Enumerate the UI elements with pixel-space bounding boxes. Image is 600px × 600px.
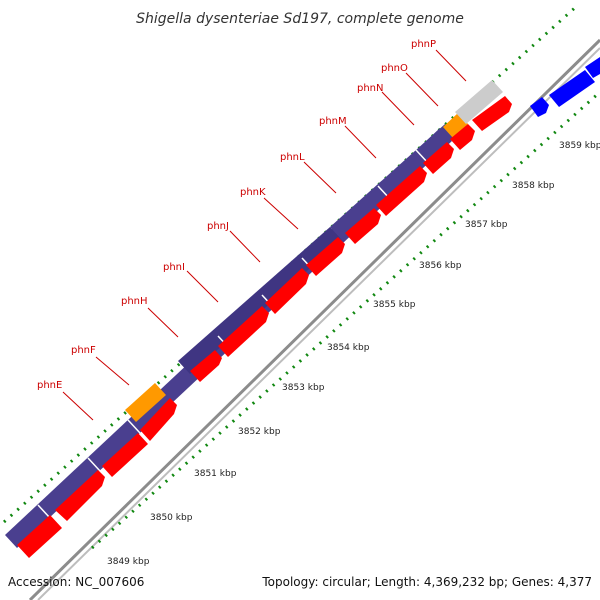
leader-line [435,49,467,82]
gene-label-phnN[interactable]: phnN [357,83,415,126]
kbp-tick-label: 3853 kbp [282,383,325,393]
backbone-line-inner [37,47,600,600]
kbp-tick-label: 3851 kbp [194,469,237,479]
gene-labels: phnE phnF phnH phnI phnJ phnK phnL phnM [37,39,467,421]
gene-label-text[interactable]: phnM [319,116,347,127]
cds-arrow [345,208,381,244]
cds-arrow [218,306,269,357]
gene-label-phnH[interactable]: phnH [121,296,179,338]
grey-feature [455,80,503,124]
cds-arrow [265,268,309,314]
blue-feature [549,70,595,107]
cds-arrow [306,237,345,276]
gene-label-text[interactable]: phnH [121,296,148,307]
gene-label-phnF[interactable]: phnF [71,345,130,386]
kbp-tick-label: 3850 kbp [150,513,193,523]
kbp-tick-label: 3856 kbp [419,261,462,271]
accession-text: Accession: NC_007606 [8,575,144,589]
gene-label-text[interactable]: phnN [357,83,384,94]
cds-arrow [190,350,222,382]
gene-label-phnI[interactable]: phnI [163,262,219,303]
kbp-labels: 3849 kbp 3850 kbp 3851 kbp 3852 kbp 3853… [107,141,600,567]
kbp-tick-label: 3857 kbp [465,220,508,230]
gene-label-text[interactable]: phnE [37,380,62,391]
backbone-line-outer [28,38,600,600]
gene-label-phnP[interactable]: phnP [411,39,467,82]
gene-label-phnJ[interactable]: phnJ [207,221,261,263]
cds-arrow [17,515,62,558]
leader-line [263,197,299,230]
leader-line [405,72,439,107]
operon-feature-c [330,124,455,240]
gene-label-phnL[interactable]: phnL [280,152,337,194]
leader-line [62,391,94,421]
kbp-tick-label: 3855 kbp [373,300,416,310]
gene-label-text[interactable]: phnI [163,262,185,273]
gene-label-phnE[interactable]: phnE [37,380,94,421]
topology-text: Topology: circular; Length: 4,369,232 bp… [261,575,592,589]
gene-label-phnM[interactable]: phnM [319,116,377,159]
blue-feature [585,57,600,78]
ticks-inner [90,90,600,550]
gene-label-text[interactable]: phnJ [207,221,229,232]
gene-label-phnK[interactable]: phnK [240,187,299,230]
gene-label-text[interactable]: phnL [280,152,305,163]
cds-arrow [55,470,105,521]
cds-arrow [472,96,512,131]
leader-line [147,307,179,338]
map-title: Shigella dysenteriae Sd197, complete gen… [136,11,464,27]
forward-cds-track [17,96,512,558]
kbp-tick-label: 3854 kbp [327,343,370,353]
genome-backbone [28,38,600,600]
cds-arrow [102,433,148,477]
cds-arrow [140,398,177,441]
leader-line [229,230,261,263]
leader-line [344,125,377,159]
gene-label-text[interactable]: phnO [381,63,408,74]
kbp-tick-label: 3859 kbp [559,141,600,151]
leader-line [303,161,337,194]
leader-line [95,356,130,386]
gene-label-text[interactable]: phnK [240,187,266,198]
gene-label-text[interactable]: phnF [71,345,96,356]
blue-feature-track [530,57,600,117]
cds-arrow [450,124,475,150]
tick-track-inner [90,90,600,550]
cds-arrow [376,166,427,216]
orange-feature-left [125,383,166,422]
kbp-tick-label: 3858 kbp [512,181,555,191]
leader-line [186,270,219,303]
gene-label-phnO[interactable]: phnO [381,63,439,107]
cds-arrow [423,142,454,174]
kbp-tick-label: 3849 kbp [107,557,150,567]
leader-line [381,91,415,126]
blue-feature [530,97,549,117]
gene-label-text[interactable]: phnP [411,39,436,50]
kbp-tick-label: 3852 kbp [238,427,281,437]
